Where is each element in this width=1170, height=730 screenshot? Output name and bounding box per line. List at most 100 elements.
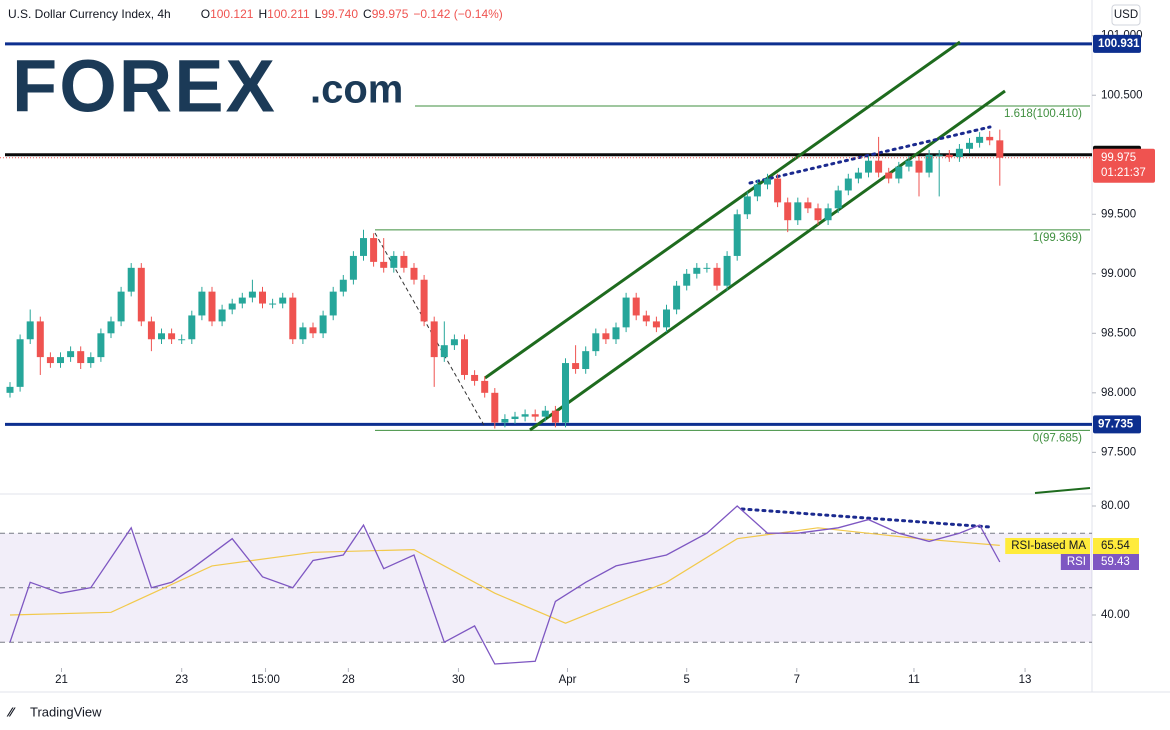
candle-body (905, 160, 913, 167)
candle-body (390, 255, 398, 268)
candle-body (925, 154, 933, 173)
candle-body (481, 380, 489, 393)
candle-body (471, 374, 479, 381)
currency-box (1111, 4, 1141, 26)
candle-body (814, 208, 822, 221)
logo-domain: .com (310, 68, 403, 112)
candle-body (319, 315, 327, 334)
candle-body (491, 392, 499, 423)
candle-body (693, 267, 701, 274)
candle-body (87, 357, 95, 364)
x-tick-label: Apr (559, 674, 577, 686)
candle-body (885, 172, 893, 179)
y-tick-label: 99.500 (1101, 208, 1136, 220)
last-price-box (1093, 148, 1155, 183)
candle-body (824, 208, 832, 221)
candle-body (703, 267, 711, 269)
candle-body (208, 291, 216, 322)
candle-body (632, 297, 640, 316)
candle-body (774, 178, 782, 203)
candle-body (339, 279, 347, 292)
quote-value: 100.211 (267, 7, 310, 21)
candle-body (46, 357, 54, 364)
x-tick-label: 15:00 (251, 674, 280, 686)
value-label: 59.43 (1101, 556, 1130, 568)
candle-body (572, 363, 580, 370)
candle-body (551, 410, 559, 423)
candle-body (16, 339, 24, 387)
candle-body (895, 166, 903, 179)
candle-body (97, 333, 105, 358)
candle-body (349, 255, 357, 280)
value-label-box (1093, 554, 1139, 570)
candle-body (844, 178, 852, 191)
quote-label: L (315, 7, 322, 21)
candle-body (259, 291, 267, 304)
quote: O 100.121 H 100.211 L 99.740 C 99.975 −0.142 (−0… (201, 7, 503, 21)
quote-change: −0.142 (−0.14%) (413, 7, 502, 21)
candle-body (976, 136, 984, 143)
legend-name: RSI-based MA (1011, 540, 1086, 552)
candle-body (945, 154, 953, 158)
quote-label: H (258, 7, 267, 21)
candle-body (289, 297, 297, 340)
candle-body (77, 351, 85, 364)
axis-labels: 97.50098.00098.50099.00099.500100.500101… (0, 30, 1155, 686)
candle-body (228, 303, 236, 310)
candle-body (915, 160, 923, 173)
candle-body (279, 297, 287, 304)
y-tick-label: 98.000 (1101, 387, 1136, 399)
candle-body (198, 291, 206, 316)
candle-body (218, 309, 226, 322)
candle-body (299, 327, 307, 340)
candle-body (511, 416, 519, 420)
candle-body (67, 351, 75, 358)
candle-body (713, 267, 721, 286)
candle-body (642, 315, 650, 322)
trend-line (1034, 487, 1091, 494)
y-tick-label: 80.00 (1101, 500, 1130, 512)
candle-body (541, 410, 549, 417)
candle-body (743, 196, 751, 215)
candle-body (602, 333, 610, 340)
x-tick-label: 7 (794, 674, 800, 686)
x-tick-label: 5 (684, 674, 690, 686)
candle-body (854, 172, 862, 179)
quote-value: 99.975 (372, 7, 409, 21)
fib-label: 1.618(100.410) (1004, 108, 1082, 120)
candle-body (370, 238, 378, 262)
quote-label: O (201, 7, 210, 21)
candle-body (178, 339, 186, 341)
candle-body (622, 297, 630, 328)
candle-body (966, 142, 974, 149)
candle-body (865, 160, 873, 173)
candle-body (248, 291, 256, 298)
candle-body (804, 202, 812, 209)
rsi-line (9, 505, 1001, 665)
candle-body (834, 190, 842, 209)
x-tick-label: 13 (1019, 674, 1032, 686)
legend-name-box (1060, 554, 1090, 570)
candle-body (562, 363, 570, 423)
quote-label: C (363, 7, 372, 21)
candle-body (531, 414, 539, 417)
divergence-line (740, 507, 992, 529)
candle-body (501, 419, 509, 423)
candle-body (147, 321, 155, 340)
legend-name: RSI (1067, 556, 1086, 568)
candle-body (400, 255, 408, 268)
candle-body (6, 386, 14, 393)
rsi-line (9, 527, 1000, 624)
candle-body (582, 351, 590, 370)
candle-body (309, 327, 317, 334)
x-tick-label: 21 (55, 674, 68, 686)
candle-body (56, 357, 64, 364)
y-tick-label: 100.500 (1101, 89, 1143, 101)
candle-body (127, 267, 135, 292)
value-label-box (1093, 538, 1139, 554)
candle-body (955, 148, 963, 158)
candle-body (188, 315, 196, 340)
channel-line (529, 89, 1006, 432)
candle-body (673, 285, 681, 310)
